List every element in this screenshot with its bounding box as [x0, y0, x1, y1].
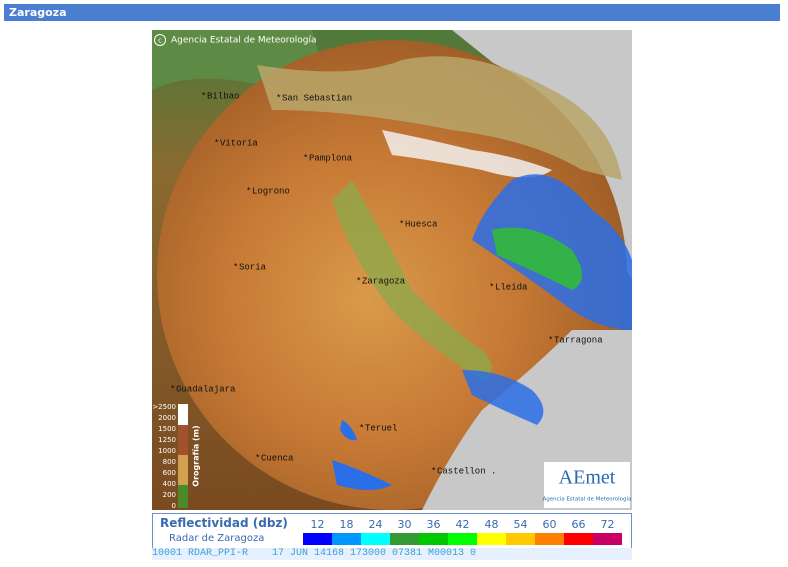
reflectivity-swatch	[448, 533, 477, 545]
city-label: Tarragona	[554, 335, 603, 345]
city-marker: *	[246, 186, 251, 196]
reflectivity-label: 18	[339, 518, 354, 531]
orography-bar	[178, 425, 188, 455]
city-label: Cuenca	[261, 453, 294, 463]
reflectivity-swatch	[419, 533, 448, 545]
city-marker: *	[356, 276, 361, 286]
reflectivity-swatch	[303, 533, 332, 545]
logo-subtitle: Agencia Estatal de Meteorología	[543, 496, 632, 503]
reflectivity-swatch	[361, 533, 390, 545]
status-line: 10001 RDAR_PPI-R 17 JUN 14168 173000 073…	[152, 548, 632, 560]
logo-box	[544, 462, 630, 508]
city-label: Vitoria	[220, 138, 258, 148]
city-marker: *	[170, 384, 175, 394]
precipitation-core	[492, 227, 582, 290]
reflectivity-label: 36	[426, 518, 441, 531]
orography-level: 400	[163, 480, 176, 488]
city-marker: *	[359, 423, 364, 433]
city-marker: *	[214, 138, 219, 148]
reflectivity-label: 60	[542, 518, 557, 531]
reflectivity-label: 66	[571, 518, 586, 531]
city-marker: *	[399, 219, 404, 229]
reflectivity-label: 48	[484, 518, 499, 531]
city-label: San Sebastian	[282, 93, 352, 103]
city-marker: *	[303, 153, 308, 163]
orography-bar	[178, 485, 188, 508]
reflectivity-label: 12	[310, 518, 325, 531]
reflectivity-swatch	[332, 533, 361, 545]
reflectivity-swatch	[593, 533, 622, 545]
copyright: Agencia Estatal de Meteorología	[171, 36, 317, 46]
reflectivity-label: 30	[397, 518, 412, 531]
reflectivity-swatch	[477, 533, 506, 545]
city-label: Guadalajara	[176, 384, 236, 394]
precipitation	[462, 370, 544, 425]
city-label: Castellon .	[437, 466, 496, 476]
city-label: Teruel	[365, 423, 397, 433]
reflectivity-label: 54	[513, 518, 528, 531]
legend-title: Reflectividad (dbz)	[160, 516, 288, 530]
copyright-symbol	[154, 34, 166, 46]
logo: AEmet	[559, 467, 616, 489]
city-label: Zaragoza	[362, 276, 406, 286]
city-marker: *	[276, 93, 281, 103]
city-label: Lleida	[495, 282, 528, 292]
orography-level: >2500	[152, 403, 176, 411]
city-label: Huesca	[405, 219, 438, 229]
ebro-valley	[332, 180, 492, 380]
orography-level: 200	[163, 491, 176, 499]
legend: Reflectividad (dbz) Radar de Zaragoza 12…	[152, 513, 632, 549]
city-marker: *	[255, 453, 260, 463]
legend-subtitle: Radar de Zaragoza	[169, 533, 265, 544]
orography-legend: Orografía (m) >2500200015001250100080060…	[152, 403, 200, 510]
city-marker: *	[201, 91, 206, 101]
city-label: Soria	[239, 262, 267, 272]
orography-level: 1250	[158, 436, 176, 444]
reflectivity-swatch	[535, 533, 564, 545]
orography-level: 1500	[158, 425, 176, 433]
reflectivity-swatch	[390, 533, 419, 545]
reflectivity-label: 42	[455, 518, 470, 531]
radar-map: c Agencia Estatal de Meteorología Orogra…	[152, 30, 632, 510]
orography-level: 800	[163, 458, 176, 466]
header-bar: Zaragoza	[4, 4, 780, 21]
reflectivity-swatch	[564, 533, 593, 545]
highlands	[257, 56, 622, 180]
precipitation	[340, 420, 357, 441]
city-marker: *	[233, 262, 238, 272]
reflectivity-label: 24	[368, 518, 383, 531]
city-label: Pamplona	[309, 153, 353, 163]
reflectivity-label: 72	[600, 518, 615, 531]
orography-title: Orografía (m)	[192, 425, 201, 486]
copyright-c: c	[158, 37, 162, 45]
reflectivity-swatch	[506, 533, 535, 545]
city-label: Logrono	[252, 186, 290, 196]
orography-level: 0	[172, 502, 176, 510]
precipitation	[332, 460, 392, 490]
orography-bar	[178, 455, 188, 485]
city-marker: *	[431, 466, 436, 476]
snow	[382, 130, 552, 178]
orography-level: 1000	[158, 447, 176, 455]
city-marker: *	[489, 282, 494, 292]
city-label: Bilbao	[207, 91, 239, 101]
orography-level: 2000	[158, 414, 176, 422]
orography-level: 600	[163, 469, 176, 477]
sea-outside	[452, 30, 632, 280]
city-marker: *	[548, 335, 553, 345]
